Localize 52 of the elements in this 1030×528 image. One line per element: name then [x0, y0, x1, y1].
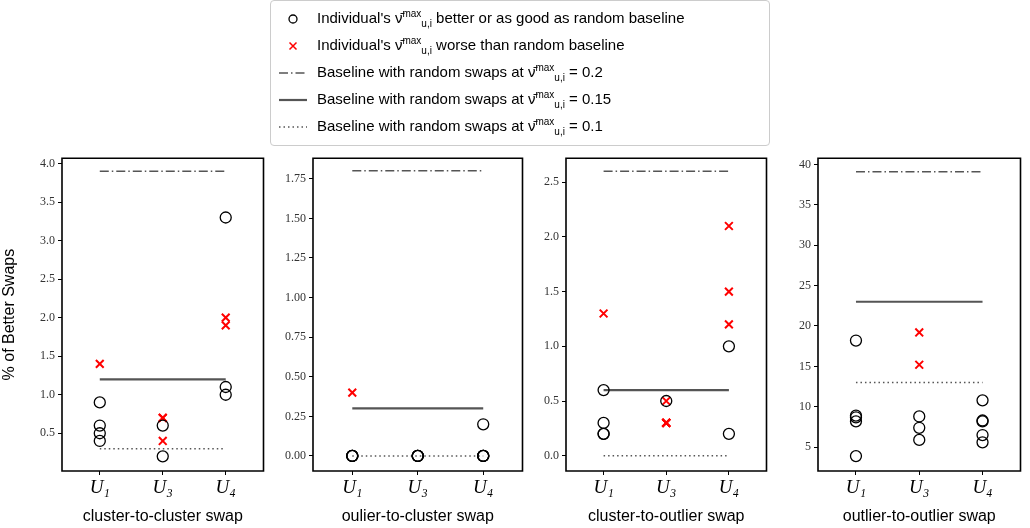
x-axis-title: outlier-to-outlier swap [842, 506, 996, 524]
x-tick-label: U₁ [593, 476, 614, 498]
y-tick-label: 1.25 [285, 250, 306, 265]
x-tick-label: U₃ [407, 476, 428, 498]
y-tick-label: 0.50 [285, 368, 306, 383]
y-tick-label: 3.0 [40, 232, 55, 247]
x-tick-label: U₁ [89, 476, 110, 498]
y-tick-label: 0.75 [285, 329, 306, 344]
y-tick-label: 0.00 [285, 448, 306, 463]
y-tick-label: 0.25 [285, 408, 306, 423]
legend-label: Individual's ν̄$^{max}$$_{u,i}$ better or as good as random baseline [317, 8, 685, 29]
y-axis-title: % of Better Swaps [0, 248, 18, 381]
y-tick-label: 1.00 [285, 289, 306, 304]
y-tick-label: 2.0 [544, 229, 559, 244]
y-tick-label: 1.50 [285, 210, 306, 225]
y-tick-label: 4.0 [40, 155, 55, 170]
x-tick-label: U₄ [718, 476, 740, 498]
y-tick-label: 15 [799, 358, 811, 373]
x-tick-label: U₃ [152, 476, 173, 498]
y-tick-label: 35 [799, 196, 811, 211]
legend-label: Individual's ν̄$^{max}$$_{u,i}$ worse than random baseline [317, 35, 625, 56]
legend-label: Baseline with random swaps at ν̄$^{max}$$_{u,i}$ = 0.1 [317, 116, 603, 137]
y-tick-label: 0.5 [40, 425, 55, 440]
y-tick-label: 2.0 [40, 309, 55, 324]
y-tick-label: 1.5 [40, 348, 55, 363]
x-tick-label: U₃ [656, 476, 677, 498]
y-tick-label: 1.0 [544, 338, 559, 353]
x-axis-title: cluster-to-outlier swap [588, 506, 745, 524]
y-tick-label: 1.75 [285, 170, 306, 185]
y-tick-label: 1.5 [544, 283, 559, 298]
x-tick-label: U₄ [215, 476, 236, 498]
y-tick-label: 25 [799, 277, 811, 292]
y-tick-label: 1.0 [40, 386, 55, 401]
y-tick-label: 40 [799, 156, 811, 171]
x-tick-label: U₄ [972, 476, 993, 498]
legend-label: Baseline with random swaps at ν̄$^{max}$$_{u,i}$ = 0.15 [317, 89, 612, 110]
y-tick-label: 3.5 [40, 194, 55, 209]
y-tick-label: 10 [799, 398, 811, 413]
y-tick-label: 2.5 [40, 271, 55, 286]
x-tick-label: U₃ [909, 476, 930, 498]
y-tick-label: 5 [805, 439, 811, 454]
y-tick-label: 0.0 [544, 447, 559, 462]
y-tick-label: 0.5 [544, 393, 559, 408]
x-tick-label: U₁ [342, 476, 363, 498]
legend-label: Baseline with random swaps at ν̄$^{max}$$_{u,i}$ = 0.2 [317, 62, 603, 83]
x-tick-label: U₄ [473, 476, 494, 498]
y-tick-label: 30 [799, 237, 811, 252]
y-tick-label: 2.5 [544, 174, 559, 189]
x-axis-title: cluster-to-cluster swap [82, 506, 243, 524]
x-tick-label: U₁ [845, 476, 867, 498]
y-tick-label: 20 [799, 318, 811, 333]
x-axis-title: oulier-to-cluster swap [341, 506, 494, 524]
